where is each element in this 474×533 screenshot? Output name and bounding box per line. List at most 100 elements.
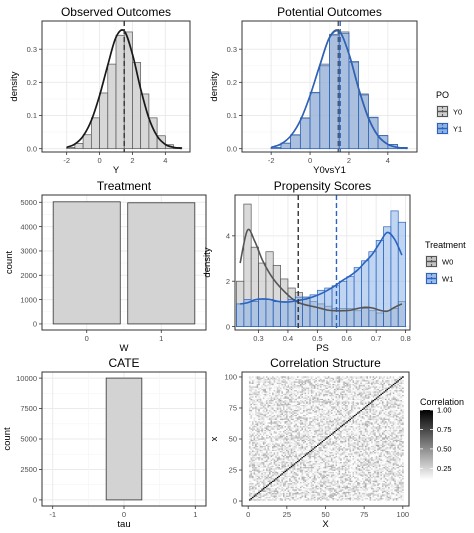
heatmap-cell (295, 492, 298, 495)
heatmap-cell (299, 474, 302, 476)
heatmap-cell (265, 455, 268, 458)
heatmap-cell (289, 385, 291, 387)
heatmap-cell (282, 389, 285, 392)
heatmap-cell (312, 409, 315, 412)
heatmap-cell (259, 470, 262, 473)
heatmap-cell (278, 409, 281, 412)
heatmap-cell (303, 407, 305, 409)
heatmap-cell (286, 413, 288, 415)
heatmap-cell (269, 496, 271, 499)
heatmap-cell (289, 474, 291, 476)
heatmap-cell (252, 474, 254, 476)
heatmap-cell (279, 417, 282, 419)
heatmap-cell (275, 455, 277, 458)
heatmap-cell (306, 450, 308, 453)
heatmap-cell (250, 496, 253, 499)
heatmap-cell (265, 422, 268, 424)
heatmap-cell (270, 468, 273, 470)
heatmap-cell (259, 471, 262, 474)
heatmap-cell (292, 478, 294, 480)
heatmap-cell (252, 388, 254, 391)
heatmap-cell (298, 455, 301, 458)
heatmap-cell (298, 433, 301, 435)
panel-title: Treatment (97, 179, 152, 193)
heatmap-cell (286, 468, 288, 470)
heatmap-cell (290, 399, 293, 402)
heatmap-cell (253, 403, 256, 406)
heatmap-cell (264, 470, 267, 473)
heatmap-cell (289, 437, 291, 439)
heatmap-cell (310, 427, 313, 429)
heatmap-cell (264, 430, 267, 433)
heatmap-cell (293, 388, 296, 391)
heatmap-cell (281, 484, 284, 486)
heatmap-cell (296, 413, 299, 415)
heatmap-cell (310, 433, 313, 435)
heatmap-cell (315, 491, 318, 494)
heatmap-cell (273, 377, 276, 379)
heatmap-cell (303, 461, 305, 464)
heatmap-cell (307, 471, 310, 474)
heatmap-cell (318, 480, 321, 482)
heatmap-cell (256, 471, 259, 474)
heatmap-cell (248, 419, 251, 422)
heatmap-cell (259, 388, 262, 391)
heatmap-cell (279, 422, 282, 424)
heatmap-cell (310, 476, 313, 479)
heatmap-cell (289, 423, 291, 425)
heatmap-cell (279, 389, 282, 392)
heatmap-cell (309, 452, 311, 454)
heatmap-cell (253, 391, 256, 393)
heatmap-cell (315, 412, 318, 414)
heatmap-cell (267, 407, 270, 409)
heatmap-cell (256, 432, 259, 434)
heatmap-cell (273, 494, 276, 496)
heatmap-cell (269, 417, 271, 419)
heatmap-cell (259, 427, 262, 429)
heatmap-cell (295, 499, 298, 501)
heatmap-cell (307, 411, 310, 413)
heatmap-cell (250, 443, 253, 445)
heatmap-cell (259, 497, 262, 500)
heatmap-cell (289, 432, 291, 434)
heatmap-cell (269, 488, 271, 490)
heatmap-cell (304, 458, 307, 460)
x-tick-label: 2 (347, 156, 351, 165)
heatmap-cell (290, 497, 293, 500)
heatmap-cell (286, 397, 288, 399)
heatmap-cell (290, 473, 293, 475)
heatmap-cell (296, 468, 299, 470)
heatmap-cell (312, 464, 315, 466)
heatmap-cell (253, 465, 256, 468)
heatmap-cell (287, 423, 290, 425)
heatmap-cell (250, 407, 253, 409)
heatmap-cell (287, 391, 290, 393)
heatmap-cell (261, 437, 264, 439)
heatmap-cell (317, 406, 319, 408)
heatmap-cell (258, 458, 260, 460)
heatmap-cell (317, 432, 319, 434)
heatmap-cell (299, 460, 302, 463)
heatmap-cell (258, 406, 260, 408)
heatmap-cell (306, 456, 308, 459)
heatmap-cell (312, 411, 315, 413)
heatmap-cell (303, 453, 305, 455)
heatmap-cell (315, 403, 318, 406)
heatmap-cell (292, 439, 294, 442)
heatmap-cell (313, 424, 316, 427)
heatmap-cell (296, 484, 299, 486)
heatmap-cell (320, 411, 322, 413)
heatmap-cell (304, 484, 307, 486)
heatmap-cell (267, 413, 270, 415)
heatmap-cell (275, 425, 277, 428)
heatmap-cell (265, 425, 268, 428)
heatmap-cell (250, 433, 253, 435)
heatmap-cell (276, 429, 279, 432)
heatmap-cell (310, 393, 313, 396)
heatmap-cell (312, 452, 315, 454)
heatmap-cell (282, 427, 285, 429)
heatmap-cell (312, 430, 315, 433)
heatmap-cell (298, 475, 301, 477)
heatmap-cell (256, 455, 259, 458)
heatmap-cell (262, 419, 265, 422)
